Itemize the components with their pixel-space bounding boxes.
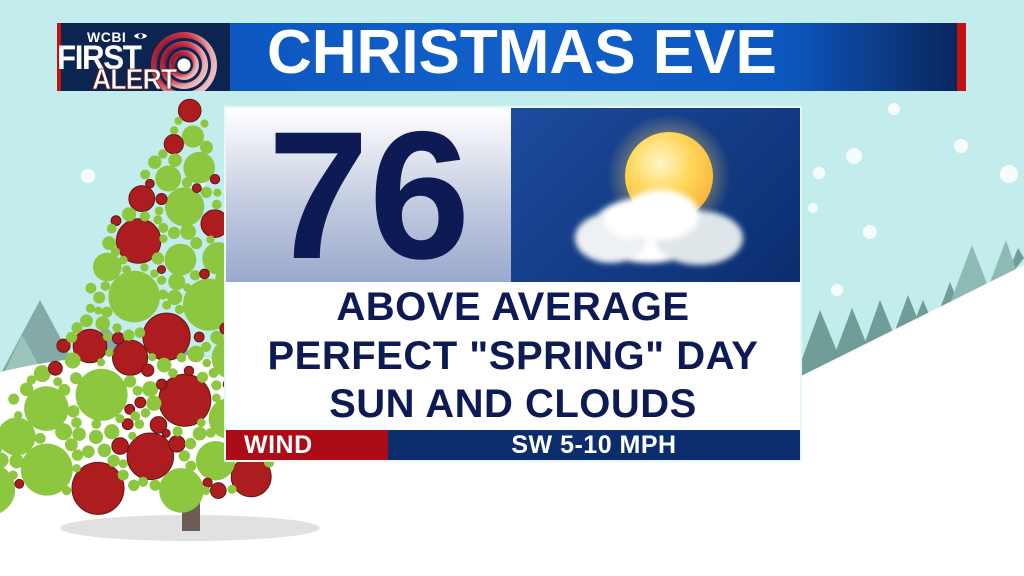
- svg-text:ALERT: ALERT: [92, 63, 177, 91]
